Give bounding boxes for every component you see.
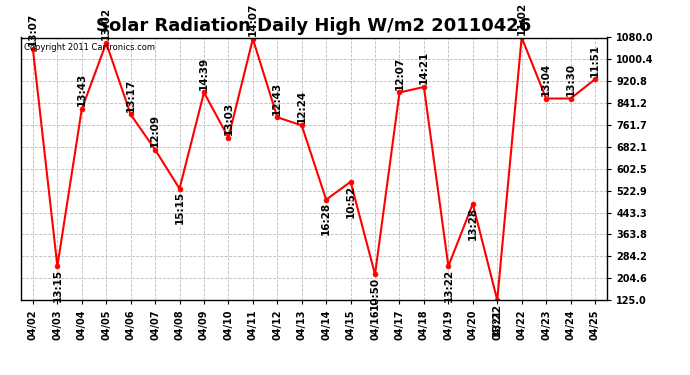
Text: 13:07: 13:07	[28, 13, 38, 46]
Text: 13:28: 13:28	[468, 206, 477, 240]
Text: 12:24: 12:24	[297, 90, 307, 123]
Text: 10:50: 10:50	[370, 277, 380, 310]
Text: Copyright 2011 Cartronics.com: Copyright 2011 Cartronics.com	[23, 43, 155, 52]
Text: 12:43: 12:43	[273, 81, 282, 115]
Text: 13:22: 13:22	[444, 269, 453, 302]
Text: 13:15: 13:15	[52, 269, 62, 302]
Title: Solar Radiation Daily High W/m2 20110426: Solar Radiation Daily High W/m2 20110426	[97, 16, 531, 34]
Text: 13:03: 13:03	[224, 102, 233, 135]
Text: 13:43: 13:43	[77, 73, 87, 106]
Text: 13:04: 13:04	[541, 63, 551, 96]
Text: 14:07: 14:07	[248, 3, 258, 36]
Text: 15:15: 15:15	[175, 191, 184, 224]
Text: 13:17: 13:17	[126, 79, 136, 112]
Text: 11:51: 11:51	[590, 44, 600, 76]
Text: 12:09: 12:09	[150, 114, 160, 147]
Text: 13:02: 13:02	[101, 7, 111, 40]
Text: 16:28: 16:28	[321, 202, 331, 236]
Text: 11:02: 11:02	[517, 2, 526, 35]
Text: 13:30: 13:30	[566, 63, 575, 96]
Text: 10:52: 10:52	[346, 184, 355, 218]
Text: 12:07: 12:07	[395, 57, 404, 90]
Text: 14:21: 14:21	[419, 51, 429, 84]
Text: 14:39: 14:39	[199, 57, 209, 90]
Text: 13:22: 13:22	[492, 303, 502, 336]
